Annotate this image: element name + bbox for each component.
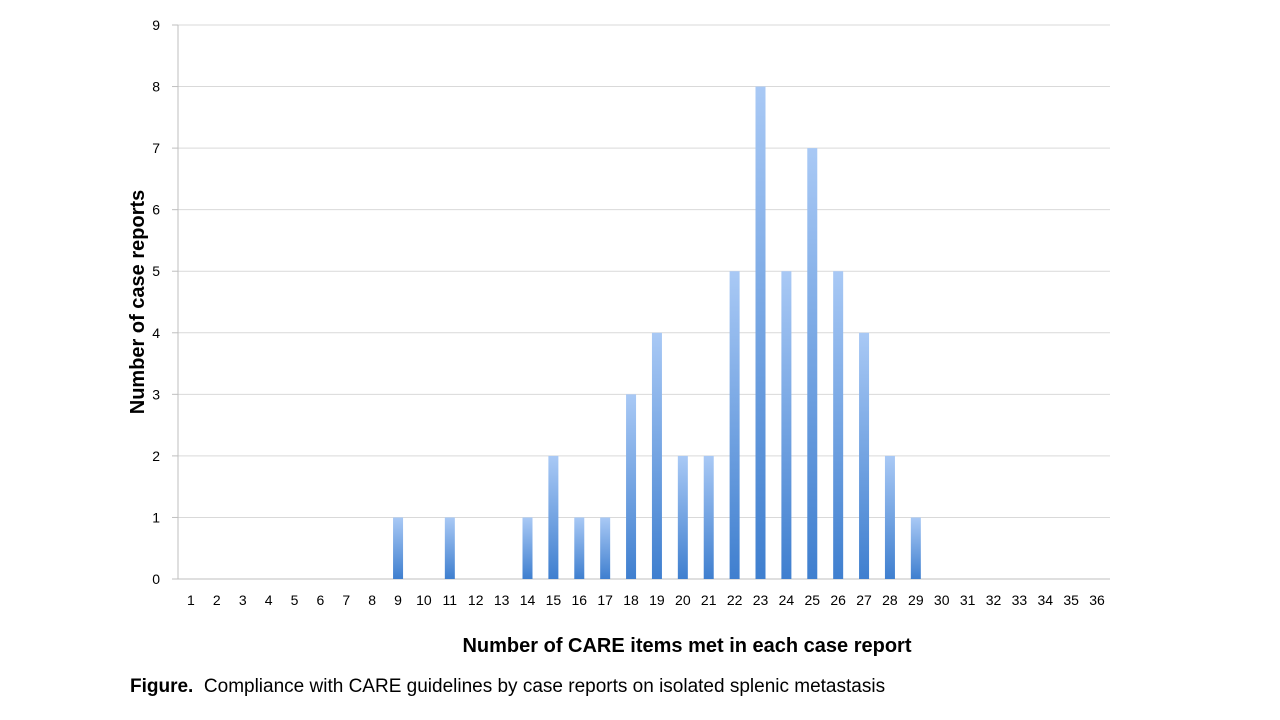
- x-tick-label: 27: [856, 592, 872, 608]
- x-tick-label: 13: [494, 592, 510, 608]
- x-tick-label: 17: [597, 592, 613, 608]
- bar-14: [522, 517, 533, 579]
- y-tick-label: 5: [152, 263, 160, 279]
- x-tick-label: 5: [291, 592, 299, 608]
- x-tick-label: 36: [1089, 592, 1105, 608]
- x-tick-label: 23: [753, 592, 769, 608]
- y-tick-label: 0: [152, 571, 160, 587]
- bar-22: [729, 271, 740, 579]
- x-tick-label: 7: [342, 592, 350, 608]
- x-tick-label: 8: [368, 592, 376, 608]
- x-axis-title: Number of CARE items met in each case re…: [462, 635, 911, 657]
- x-tick-label: 30: [934, 592, 950, 608]
- caption-label: Figure.: [130, 676, 194, 697]
- x-tick-label: 32: [986, 592, 1002, 608]
- y-axis-title: Number of case reports: [127, 190, 149, 415]
- x-tick-label: 25: [804, 592, 820, 608]
- bar-19: [651, 332, 662, 579]
- y-tick-label: 1: [152, 509, 160, 525]
- y-tick-label: 7: [152, 140, 160, 156]
- bar-17: [600, 517, 611, 579]
- x-tick-label: 31: [960, 592, 976, 608]
- figure-caption: Figure. Compliance with CARE guidelines …: [130, 676, 885, 698]
- bar-16: [574, 517, 585, 579]
- y-tick-label: 3: [152, 386, 160, 402]
- x-tick-label: 24: [779, 592, 795, 608]
- bar-25: [807, 148, 818, 579]
- bar-28: [884, 455, 895, 579]
- x-tick-label: 14: [520, 592, 536, 608]
- x-tick-label: 2: [213, 592, 221, 608]
- x-tick-label: 3: [239, 592, 247, 608]
- x-tick-label: 18: [623, 592, 639, 608]
- y-tick-labels: 0 1 2 3 4 5 6 7 8 9: [152, 17, 160, 587]
- bar-20: [677, 455, 688, 579]
- bars: [393, 86, 921, 580]
- caption-text: Compliance with CARE guidelines by case …: [203, 676, 886, 697]
- x-tick-label: 11: [443, 592, 458, 608]
- x-tick-label: 9: [394, 592, 402, 608]
- x-tick-label: 12: [468, 592, 484, 608]
- bar-21: [703, 455, 714, 579]
- x-tick-label: 28: [882, 592, 898, 608]
- x-tick-label: 6: [316, 592, 324, 608]
- x-tick-label: 19: [649, 592, 665, 608]
- bar-18: [626, 394, 637, 579]
- x-tick-label: 22: [727, 592, 743, 608]
- bar-24: [781, 271, 792, 579]
- y-tick-label: 9: [152, 17, 160, 33]
- bar-15: [548, 455, 559, 579]
- x-tick-label: 16: [571, 592, 587, 608]
- x-tick-labels: 1 2 3 4 5 6 7 8 9 10 11 12 13 14 15 16 17 18 19 20 21 22 23 24 2…: [187, 592, 1105, 608]
- bar-11: [444, 517, 455, 579]
- bar-29: [910, 517, 921, 579]
- x-tick-label: 1: [187, 592, 195, 608]
- x-tick-label: 35: [1063, 592, 1079, 608]
- x-tick-label: 21: [701, 592, 717, 608]
- gridlines: [172, 24, 1110, 580]
- bar-23: [755, 86, 766, 580]
- y-tick-label: 6: [152, 202, 160, 218]
- axes: [177, 25, 1110, 580]
- x-tick-label: 29: [908, 592, 924, 608]
- x-tick-label: 10: [416, 592, 432, 608]
- x-tick-label: 34: [1037, 592, 1053, 608]
- x-tick-label: 15: [546, 592, 562, 608]
- y-tick-label: 4: [152, 325, 160, 341]
- y-tick-label: 8: [152, 79, 160, 95]
- x-tick-label: 4: [265, 592, 273, 608]
- bar-9: [393, 517, 404, 579]
- bar-27: [859, 332, 870, 579]
- x-tick-label: 33: [1012, 592, 1028, 608]
- bar-26: [833, 271, 844, 579]
- x-tick-label: 20: [675, 592, 691, 608]
- x-tick-label: 26: [830, 592, 846, 608]
- y-tick-label: 2: [152, 448, 160, 464]
